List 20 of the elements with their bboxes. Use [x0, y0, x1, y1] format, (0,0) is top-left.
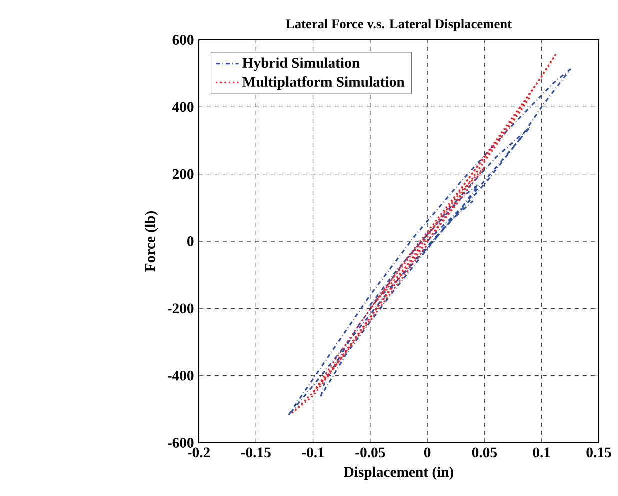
y-tick-label: 200	[172, 169, 194, 180]
legend-label: Hybrid Simulation	[242, 58, 360, 72]
y-tick-label: -400	[168, 370, 194, 381]
x-tick-label: 0	[424, 448, 431, 458]
x-tick-label: 0.05	[472, 448, 498, 458]
x-tick-label: -0.2	[188, 448, 210, 458]
y-tick-label: 600	[172, 35, 194, 45]
chart-title: Lateral Force v.s. Lateral Displacement	[286, 19, 512, 32]
x-tick-label: 0.1	[533, 448, 550, 458]
y-axis-title: Force (lb)	[144, 212, 158, 272]
y-tick-label: -200	[168, 304, 194, 314]
x-tick-label: 0.15	[586, 448, 612, 458]
x-tick-label: -0.15	[241, 448, 271, 458]
x-axis-title: Displacement (in)	[344, 466, 454, 480]
legend-label: Multiplatform Simulation	[242, 76, 405, 90]
x-tick-label: -0.05	[356, 448, 386, 458]
y-tick-label: 400	[172, 102, 194, 112]
x-tick-label: -0.1	[302, 448, 324, 458]
y-tick-label: 0	[188, 236, 194, 246]
y-tick-label: -600	[168, 438, 194, 448]
